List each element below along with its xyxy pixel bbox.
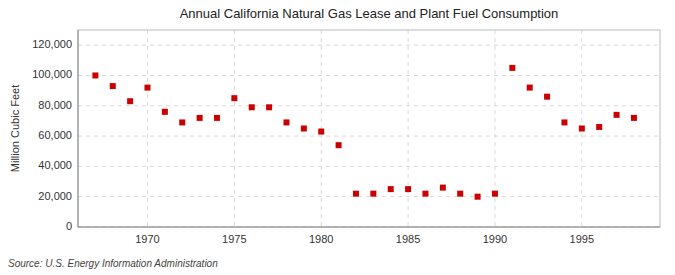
point: [492, 191, 498, 197]
point: [475, 194, 481, 200]
point: [197, 115, 203, 121]
source-note: Source: U.S. Energy Information Administ…: [8, 258, 218, 269]
grid-line: [78, 227, 660, 228]
point: [370, 191, 376, 197]
point: [422, 191, 428, 197]
x-tick-label: 1990: [483, 233, 507, 245]
x-axis-line: [78, 227, 660, 228]
grid-line: [408, 30, 409, 227]
point: [457, 191, 463, 197]
y-tick-label: 60,000: [38, 129, 72, 141]
grid-line: [78, 136, 660, 137]
axes: 0 20,000 40,000 60,000 80,000 100,000 120,000 1…: [32, 30, 660, 245]
point: [127, 98, 133, 104]
point: [440, 185, 446, 191]
point: [162, 109, 168, 115]
x-tick-label: 1970: [135, 233, 159, 245]
y-tick-label: 20,000: [38, 190, 72, 202]
point: [301, 126, 307, 132]
grid-line: [78, 196, 660, 197]
point: [405, 186, 411, 192]
chart: 0 20,000 40,000 60,000 80,000 100,000 120,000 1…: [0, 0, 675, 275]
grid-line: [494, 30, 495, 227]
y-tick-label: 80,000: [38, 99, 72, 111]
point: [336, 142, 342, 148]
y-axis-line: [78, 30, 79, 227]
point: [283, 119, 289, 125]
point: [144, 85, 150, 91]
grid-line: [147, 30, 148, 227]
grid: [78, 30, 660, 227]
point: [614, 112, 620, 118]
point: [214, 115, 220, 121]
point: [353, 191, 359, 197]
plot-frame: [78, 30, 660, 227]
grid-line: [321, 30, 322, 227]
point: [388, 186, 394, 192]
point: [579, 126, 585, 132]
point: [561, 119, 567, 125]
point: [231, 95, 237, 101]
y-tick-label: 120,000: [32, 38, 72, 50]
point: [266, 104, 272, 110]
point: [631, 115, 637, 121]
x-tick-label: 1975: [222, 233, 246, 245]
grid-line: [78, 166, 660, 167]
point: [179, 119, 185, 125]
x-tick-label: 1985: [396, 233, 420, 245]
y-tick-label: 40,000: [38, 159, 72, 171]
y-tick-label: 0: [66, 220, 72, 232]
point: [596, 124, 602, 130]
grid-line: [78, 45, 660, 46]
grid-line: [234, 30, 235, 227]
y-axis-label: Million Cubic Feet: [9, 85, 21, 172]
y-tick-label: 100,000: [32, 68, 72, 80]
point: [318, 129, 324, 135]
x-tick-label: 1980: [309, 233, 333, 245]
grid-line: [78, 105, 660, 106]
point: [544, 94, 550, 100]
point: [527, 85, 533, 91]
point: [249, 104, 255, 110]
points: [92, 65, 637, 200]
title: Annual California Natural Gas Lease and …: [180, 6, 559, 21]
point: [509, 65, 515, 71]
point: [110, 83, 116, 89]
grid-line: [78, 75, 660, 76]
point: [92, 72, 98, 78]
x-tick-label: 1995: [570, 233, 594, 245]
